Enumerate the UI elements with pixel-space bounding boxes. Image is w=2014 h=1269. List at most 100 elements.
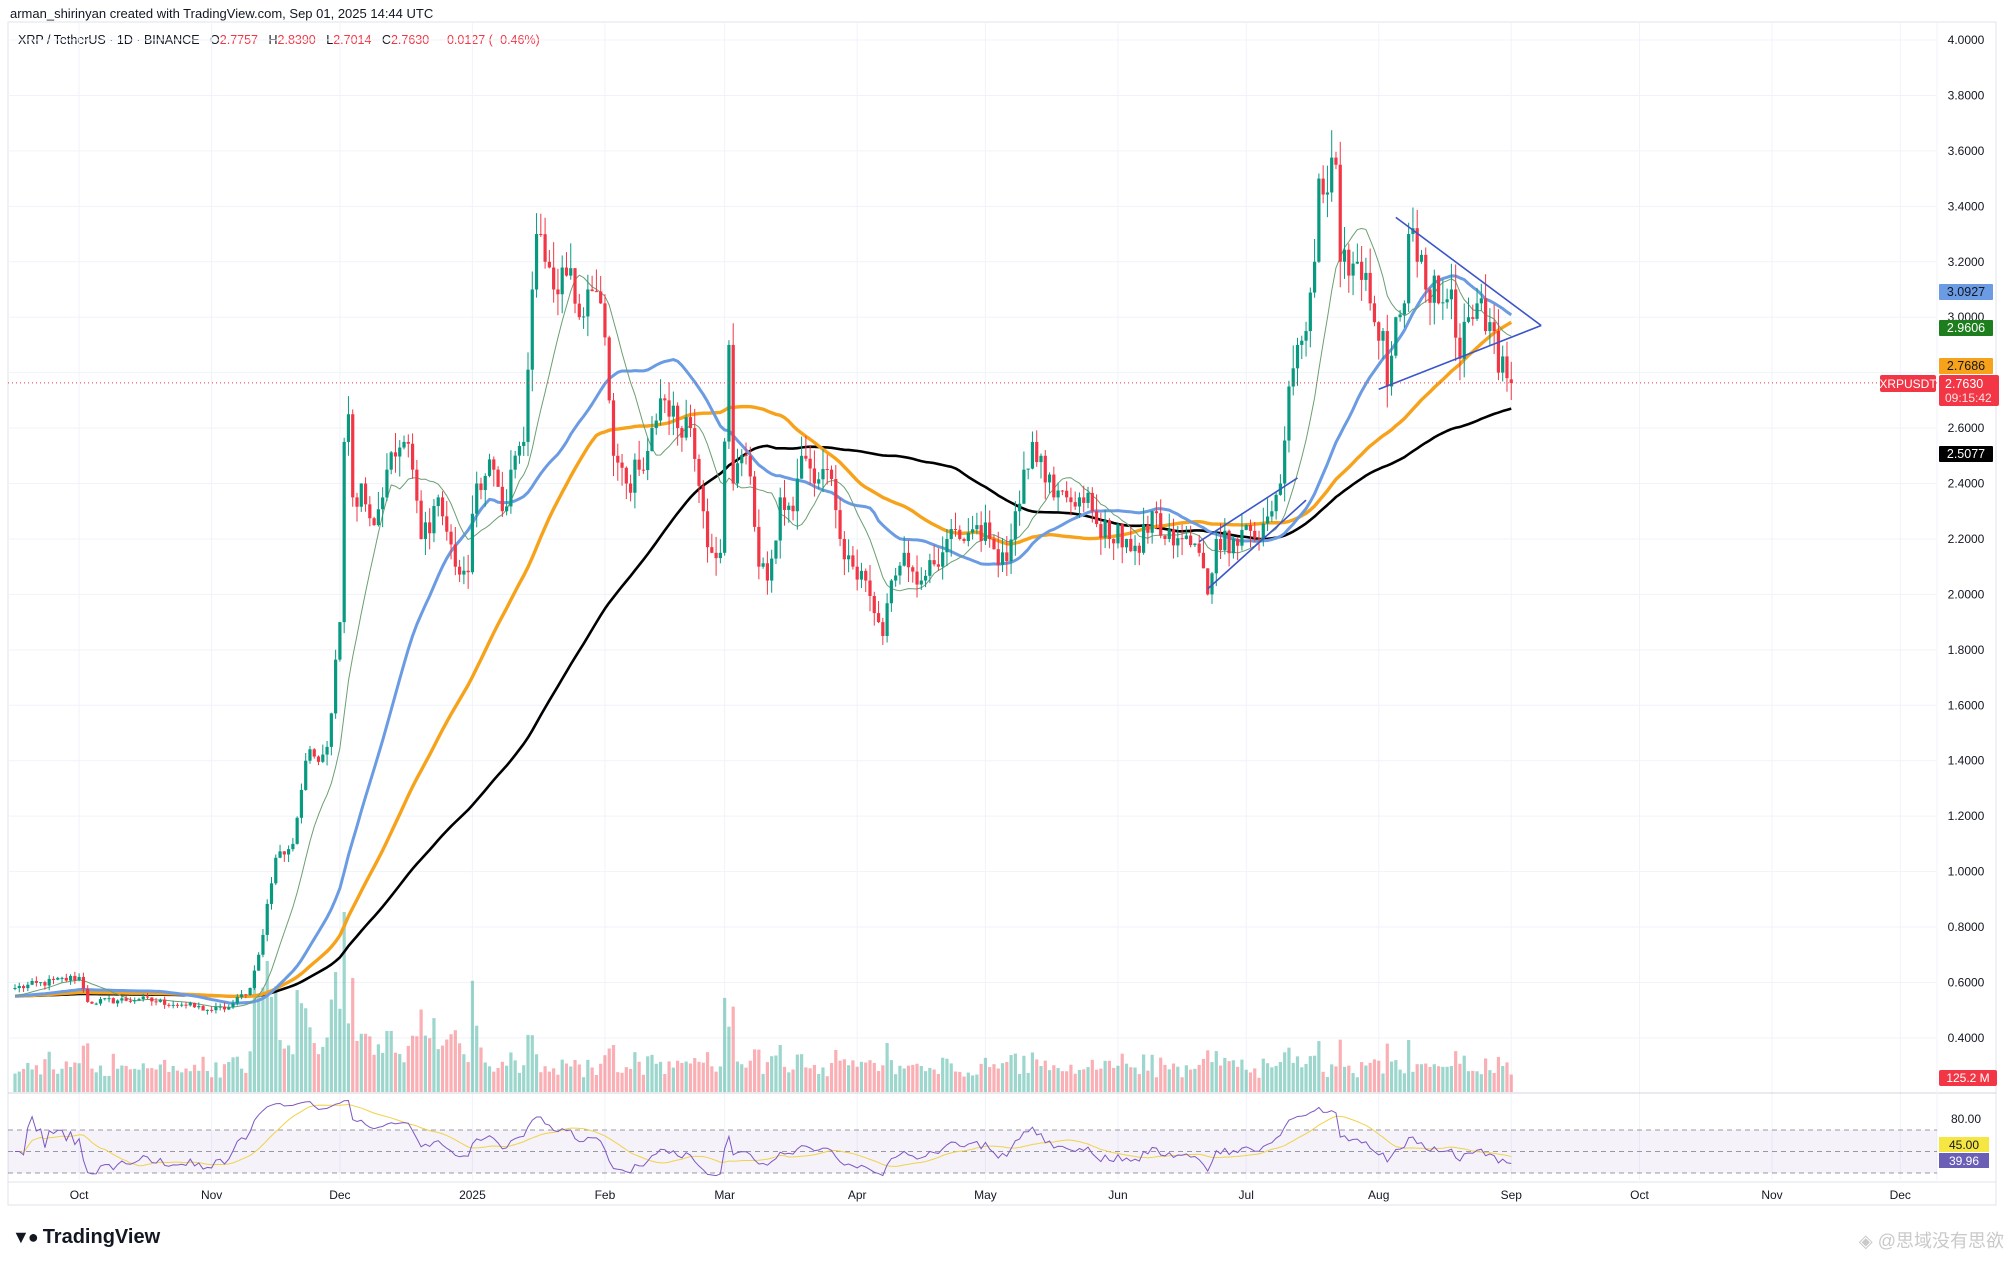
volume-bar bbox=[637, 1061, 641, 1092]
price-tick-label: 1.4000 bbox=[1948, 754, 1985, 768]
candle bbox=[1099, 512, 1103, 555]
candle bbox=[458, 559, 462, 582]
candle-body bbox=[1496, 331, 1501, 373]
volume-bar bbox=[1325, 1076, 1330, 1092]
trendline[interactable] bbox=[1207, 499, 1307, 590]
price-tick-label: 0.4000 bbox=[1948, 1031, 1985, 1045]
candle bbox=[1022, 451, 1026, 504]
price-axis[interactable]: 4.00003.80003.60003.40003.20003.00002.60… bbox=[1948, 33, 1985, 1045]
candle bbox=[932, 545, 936, 567]
volume-bar bbox=[552, 1068, 556, 1092]
candle-body bbox=[252, 970, 256, 989]
volume-bar bbox=[834, 1050, 838, 1092]
candle bbox=[1103, 510, 1107, 549]
volume-bar bbox=[171, 1065, 175, 1092]
volume-bar bbox=[1261, 1058, 1265, 1092]
trendline[interactable] bbox=[1395, 216, 1542, 327]
volume-bar bbox=[1295, 1056, 1300, 1092]
candle-body bbox=[1056, 490, 1060, 498]
candle-body bbox=[419, 500, 423, 539]
candle-body bbox=[723, 441, 727, 553]
candle-body bbox=[385, 469, 389, 498]
candle bbox=[714, 536, 718, 576]
candle bbox=[1047, 472, 1052, 493]
price-tag-value: 2.7630 bbox=[1945, 377, 1983, 391]
volume-bar bbox=[676, 1060, 680, 1092]
candle bbox=[680, 425, 684, 452]
volume-bar bbox=[774, 1055, 778, 1092]
candle bbox=[847, 539, 851, 573]
volume-bar bbox=[1381, 1073, 1385, 1092]
tradingview-logo[interactable]: ▼● TradingView bbox=[12, 1226, 160, 1249]
candle bbox=[338, 621, 342, 662]
volume-bar bbox=[560, 1059, 564, 1092]
volume-bar bbox=[197, 1070, 201, 1092]
trendlines[interactable] bbox=[8, 216, 1937, 590]
volume-bar bbox=[906, 1065, 911, 1092]
candle bbox=[966, 518, 970, 547]
volume-bar bbox=[475, 1025, 479, 1092]
candle bbox=[222, 1002, 227, 1013]
volume-bar bbox=[953, 1071, 958, 1092]
candle bbox=[372, 516, 376, 526]
volume-bar bbox=[492, 1071, 496, 1092]
candle-body bbox=[210, 1009, 214, 1011]
volume-bar bbox=[393, 1052, 398, 1092]
candle-body bbox=[73, 975, 77, 981]
candle bbox=[64, 973, 68, 982]
ma-200-line bbox=[14, 407, 1512, 998]
candle-body bbox=[1107, 520, 1111, 539]
volume-bar bbox=[17, 1071, 21, 1092]
candle-body bbox=[141, 996, 145, 1000]
volume-bar bbox=[291, 1054, 295, 1092]
volume-bar bbox=[205, 1071, 209, 1092]
volume-bar bbox=[1488, 1070, 1492, 1092]
candle-body bbox=[513, 455, 517, 470]
price-tick-label: 2.4000 bbox=[1948, 477, 1985, 491]
candle-body bbox=[462, 570, 466, 575]
candle bbox=[1193, 543, 1197, 548]
volume-bar bbox=[1436, 1066, 1441, 1092]
candle bbox=[1274, 492, 1278, 520]
candle bbox=[261, 929, 265, 958]
candle-body bbox=[496, 469, 500, 487]
candle-body bbox=[1364, 272, 1368, 280]
volume-bar bbox=[86, 1043, 90, 1092]
volume-bar bbox=[453, 1030, 457, 1092]
candle-body bbox=[795, 478, 799, 512]
candle bbox=[1146, 515, 1150, 544]
trendline[interactable] bbox=[1378, 324, 1542, 391]
candle bbox=[120, 996, 124, 1004]
price-tag-bg bbox=[1939, 375, 1999, 406]
volume-bar bbox=[1505, 1062, 1509, 1092]
candle bbox=[445, 501, 449, 541]
candle bbox=[428, 508, 432, 550]
volume-bar bbox=[355, 1040, 359, 1092]
volume-bar bbox=[821, 1067, 825, 1092]
candle bbox=[145, 993, 150, 1000]
candle-body bbox=[611, 400, 616, 456]
candle bbox=[889, 579, 893, 612]
volume-bar bbox=[949, 1063, 953, 1092]
candle-body bbox=[312, 749, 316, 757]
candle-body bbox=[718, 552, 722, 559]
time-axis[interactable]: Oct Nov Dec 2025 Feb Mar Apr May Jun Jul Aug Sep Oct… bbox=[70, 1188, 1911, 1202]
candle bbox=[342, 437, 346, 634]
candle bbox=[812, 450, 817, 497]
price-tags: 125.2 M 80.00 45.00 39.96 2.9606 3.0927 2.… bbox=[1879, 284, 1999, 1168]
candle bbox=[1257, 530, 1261, 551]
volume-bar bbox=[1193, 1068, 1197, 1092]
candle bbox=[928, 553, 932, 584]
trendline[interactable] bbox=[1198, 477, 1298, 543]
candle-body bbox=[321, 754, 325, 762]
candle bbox=[1210, 571, 1214, 604]
candle-body bbox=[1253, 530, 1257, 539]
watermark-text: @思域没有思欲 bbox=[1877, 1231, 2004, 1251]
candle-body bbox=[876, 613, 881, 623]
volume-bar bbox=[1120, 1053, 1124, 1092]
candle bbox=[573, 268, 577, 314]
candle bbox=[547, 249, 551, 269]
candle-body bbox=[658, 398, 663, 421]
volume-bar bbox=[868, 1060, 872, 1092]
